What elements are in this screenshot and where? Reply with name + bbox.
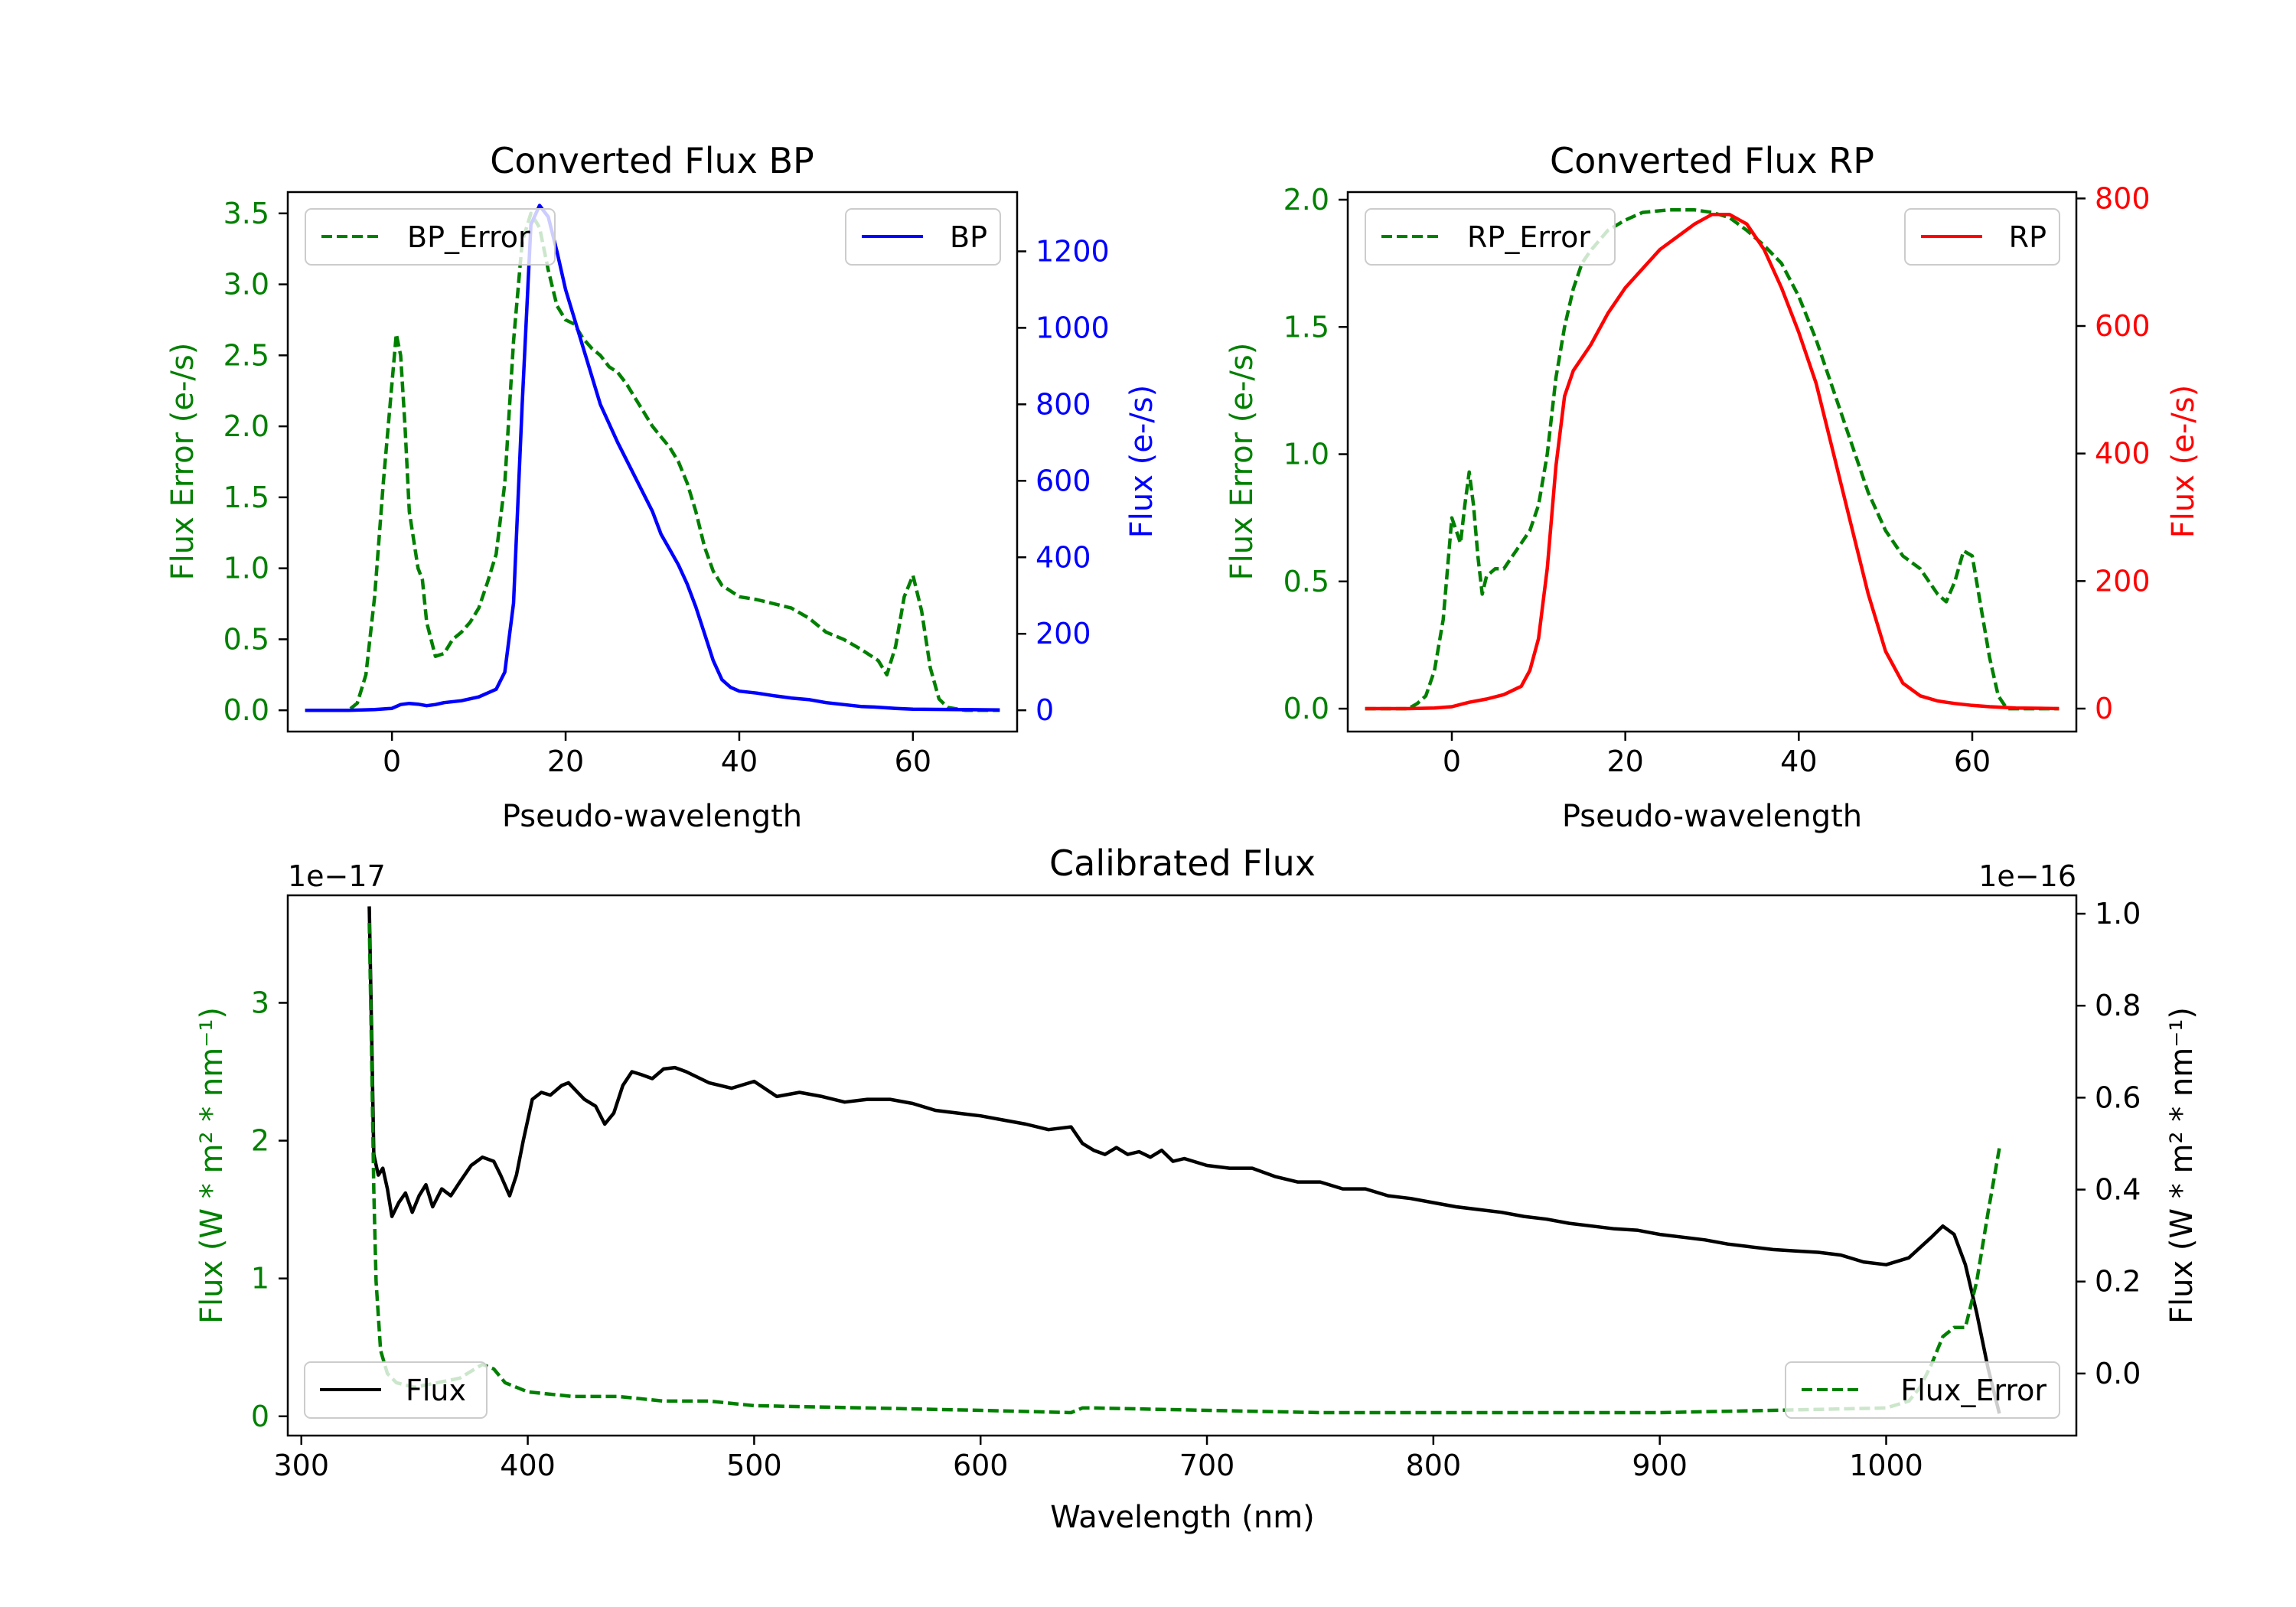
rp-title: Converted Flux RP	[1550, 140, 1874, 181]
rp-xtick-label: 60	[1954, 745, 1991, 778]
cal-ytick-right-label: 0.8	[2095, 989, 2141, 1022]
cal-legend-flux-label: Flux	[406, 1374, 466, 1407]
rp-series-rp	[1365, 212, 2060, 711]
cal-xtick-label: 500	[726, 1449, 782, 1482]
bp-ticks: 0 20 40 60 0.0 0.5 1.0 1.5 2.0 2.5 3.0 3.5 0 200 400 60…	[223, 197, 1110, 778]
cal-title: Calibrated Flux	[1049, 843, 1316, 884]
cal-ytick-left-label: 3	[251, 986, 269, 1019]
rp-ytick-left-label: 0.5	[1283, 565, 1329, 598]
cal-offset-right: 1e−16	[1978, 859, 2076, 893]
bp-xtick-label: 0	[383, 745, 401, 778]
bp-legend-flux: BP	[845, 208, 1001, 266]
cal-ytick-right-label: 0.0	[2095, 1357, 2141, 1390]
bp-ytick-right-label: 1000	[1035, 311, 1110, 344]
bp-ytick-right-label: 200	[1035, 617, 1091, 650]
rp-series-rp-error	[1365, 208, 2060, 711]
bp-series-bp	[305, 204, 1000, 712]
bp-ytick-left-label: 3.0	[223, 268, 269, 302]
cal-xtick-label: 1000	[1849, 1449, 1923, 1482]
bp-ytick-left-label: 2.5	[223, 338, 269, 372]
bp-ylabel-left: Flux Error (e-/s)	[165, 343, 201, 581]
bp-ytick-left-label: 0.5	[223, 622, 269, 656]
bp-xtick-label: 40	[721, 745, 758, 778]
bp-title: Converted Flux BP	[490, 140, 814, 181]
rp-ytick-left-label: 1.5	[1283, 310, 1329, 344]
rp-ylabel-right: Flux (e-/s)	[2166, 385, 2201, 538]
rp-ytick-right-label: 400	[2095, 437, 2151, 471]
cal-xtick-label: 800	[1406, 1449, 1462, 1482]
bp-xtick-label: 60	[895, 745, 931, 778]
cal-frame	[286, 894, 2078, 1437]
rp-ytick-right-label: 200	[2095, 564, 2151, 598]
bp-ytick-right-label: 0	[1035, 693, 1054, 727]
bp-ylabel-right: Flux (e-/s)	[1124, 385, 1159, 538]
bp-ytick-right-label: 600	[1035, 464, 1091, 497]
rp-ytick-right-label: 600	[2095, 309, 2151, 343]
rp-xtick-label: 40	[1780, 745, 1817, 778]
bp-series-bp-error	[305, 211, 1000, 712]
rp-ytick-right-label: 800	[2095, 181, 2151, 215]
cal-legend-error: Flux_Error	[1785, 1361, 2060, 1419]
rp-ytick-left-label: 1.0	[1283, 438, 1329, 471]
rp-ylabel-left: Flux Error (e-/s)	[1225, 343, 1260, 581]
rp-xtick-label: 20	[1606, 745, 1643, 778]
rp-legend-flux: RP	[1904, 208, 2060, 266]
bp-legend-error: BP_Error	[305, 208, 556, 266]
bp-xlabel: Pseudo-wavelength	[502, 799, 802, 834]
cal-ylabel-right: Flux (W * m² * nm⁻¹)	[2164, 1007, 2200, 1324]
cal-ytick-right-label: 0.4	[2095, 1173, 2141, 1207]
rp-xlabel: Pseudo-wavelength	[1562, 799, 1862, 834]
cal-ylabel-left: Flux (W * m² * nm⁻¹)	[194, 1007, 230, 1324]
bp-ytick-left-label: 1.5	[223, 481, 269, 514]
cal-xtick-label: 900	[1632, 1449, 1688, 1482]
bp-plot-area	[305, 204, 1000, 712]
rp-legend-error: RP_Error	[1365, 208, 1616, 266]
rp-ytick-right-label: 0	[2095, 692, 2113, 725]
cal-ytick-right-label: 1.0	[2095, 897, 2141, 931]
bp-ytick-left-label: 0.0	[223, 693, 269, 727]
cal-ticks: 300 400 500 600 700 800 900 1000 0 1 2 3 0.0 0.2 0.4 0.…	[251, 897, 2141, 1482]
cal-xlabel: Wavelength (nm)	[1050, 1500, 1315, 1535]
cal-legend-error-label: Flux_Error	[1900, 1374, 2047, 1407]
bp-legend-flux-label: BP	[950, 220, 987, 254]
rp-xtick-label: 0	[1443, 745, 1461, 778]
cal-ytick-left-label: 0	[251, 1400, 269, 1433]
cal-offset-left: 1e−17	[288, 859, 386, 893]
cal-xtick-label: 600	[953, 1449, 1009, 1482]
bp-ytick-left-label: 1.0	[223, 552, 269, 585]
rp-panel: Converted Flux RP 0 20 40 60 0.0 0.5 1.0 1.5 2.0…	[1225, 140, 2201, 834]
bp-ytick-left-label: 3.5	[223, 197, 269, 230]
bp-ytick-right-label: 400	[1035, 540, 1091, 574]
bp-legend-error-label: BP_Error	[407, 220, 530, 254]
cal-xtick-label: 300	[273, 1449, 329, 1482]
rp-legend-flux-label: RP	[2009, 220, 2047, 254]
bp-ytick-right-label: 800	[1035, 387, 1091, 421]
cal-xtick-label: 700	[1179, 1449, 1235, 1482]
cal-legend-flux: Flux	[304, 1361, 488, 1419]
rp-ytick-left-label: 2.0	[1283, 183, 1329, 217]
cal-series-flux	[367, 906, 2001, 1414]
bp-ytick-right-label: 1200	[1035, 234, 1110, 268]
rp-legend-error-label: RP_Error	[1467, 220, 1590, 254]
cal-ytick-right-label: 0.6	[2095, 1081, 2141, 1114]
cal-xtick-label: 400	[500, 1449, 556, 1482]
cal-ytick-right-label: 0.2	[2095, 1265, 2141, 1299]
bp-ytick-left-label: 2.0	[223, 409, 269, 443]
rp-ytick-left-label: 0.0	[1283, 692, 1329, 725]
rp-plot-area	[1365, 208, 2060, 711]
bp-panel: Converted Flux BP 0 20 40 60 0.0 0.5 1.0 1.5 2.0…	[165, 140, 1159, 834]
bp-frame	[286, 191, 1019, 733]
bp-xtick-label: 20	[547, 745, 584, 778]
rp-frame	[1346, 191, 2078, 733]
cal-panel: Calibrated Flux 1e−17 1e−16 300 400 500 600…	[194, 843, 2200, 1535]
cal-ytick-left-label: 1	[251, 1262, 269, 1296]
rp-ticks: 0 20 40 60 0.0 0.5 1.0 1.5 2.0 0 200 400 600 800	[1283, 181, 2151, 778]
cal-ytick-left-label: 2	[251, 1124, 269, 1158]
